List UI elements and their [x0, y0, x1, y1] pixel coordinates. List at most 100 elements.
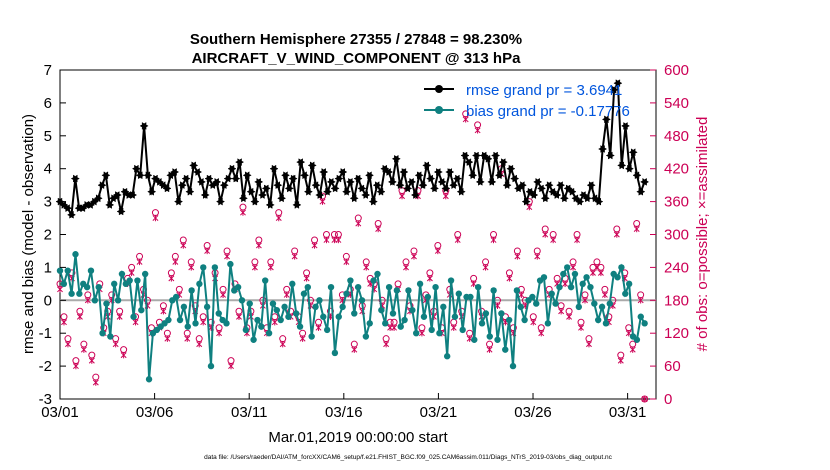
assimilated-obs-point	[271, 319, 278, 326]
rmse-point	[66, 210, 77, 219]
assimilated-obs-point	[255, 242, 262, 249]
bias-point	[560, 270, 567, 278]
right-y-tick-label: 240	[664, 259, 689, 276]
assimilated-obs-point	[164, 335, 171, 342]
bias-point	[103, 300, 110, 307]
rmse-point	[116, 207, 126, 216]
rmse-point	[494, 171, 504, 180]
assimilated-obs-point	[128, 269, 135, 277]
assimilated-obs-point	[538, 330, 545, 337]
assimilated-obs-point	[283, 291, 290, 299]
possible-obs-series	[56, 110, 649, 403]
bias-point	[370, 277, 377, 284]
bias-point	[389, 310, 397, 317]
assimilated-obs-point	[526, 203, 533, 211]
bias-point	[637, 313, 644, 320]
bias-point	[490, 287, 497, 294]
rmse-point	[361, 191, 371, 199]
bias-point	[420, 313, 428, 320]
rmse-point	[227, 164, 237, 173]
y-tick-label: -3	[39, 391, 52, 408]
bias-point	[467, 293, 474, 301]
assimilated-obs-point	[633, 225, 640, 233]
x-tick-label: 03/11	[231, 404, 267, 421]
assimilated-obs-point	[80, 346, 87, 353]
rmse-point	[536, 184, 547, 193]
bias-point	[273, 306, 281, 314]
rmse-point	[624, 164, 634, 173]
rmse-point	[284, 184, 294, 193]
assimilated-obs-point	[184, 335, 191, 342]
rmse-point	[441, 184, 451, 193]
assimilated-obs-point	[335, 236, 342, 244]
right-y-tick-label: 360	[664, 194, 689, 211]
x-tick-label: 03/16	[325, 404, 363, 421]
bias-point	[625, 280, 633, 288]
bias-point	[203, 303, 211, 311]
rmse-point	[112, 191, 122, 199]
bias-point	[447, 277, 455, 284]
assimilated-obs-point	[375, 225, 382, 233]
y-tick-label: 2	[44, 227, 52, 244]
assimilated-obs-point	[506, 275, 513, 282]
rmse-point	[368, 197, 378, 206]
assimilated-obs-point	[180, 242, 187, 249]
assimilated-obs-point	[204, 247, 211, 255]
rmse-point	[632, 171, 642, 180]
assimilated-obs-point	[112, 340, 119, 348]
bias-point	[192, 320, 199, 327]
rmse-point	[242, 171, 252, 180]
assimilated-obs-point	[116, 313, 123, 320]
legend: rmse grand pr = 3.6941 bias grand pr = -…	[424, 82, 630, 120]
bias-point	[107, 333, 114, 340]
rmse-point	[529, 191, 539, 199]
bias-point	[114, 297, 122, 304]
bias-point	[68, 290, 75, 297]
rmse-point	[231, 174, 241, 183]
assimilated-obs-point	[411, 253, 417, 260]
x-axis-label: Mar.01,2019 00:00:00 start	[268, 429, 448, 446]
bias-point	[567, 283, 575, 291]
rmse-point	[471, 151, 482, 160]
right-y-tick-label: 420	[664, 161, 689, 178]
rmse-point	[349, 194, 359, 203]
rmse-point	[139, 122, 149, 130]
bias-point	[335, 313, 342, 320]
right-y-tick-label: 540	[664, 95, 689, 112]
bias-point	[432, 283, 439, 291]
bias-point	[385, 283, 393, 291]
assimilated-obs-point	[291, 253, 298, 260]
assimilated-obs-point	[311, 242, 318, 249]
bias-point	[292, 310, 300, 317]
rmse-series	[55, 79, 650, 219]
rmse-point	[464, 158, 474, 167]
bias-point	[622, 290, 629, 297]
y-tick-label: 7	[44, 62, 52, 79]
assimilated-obs-point	[514, 253, 521, 260]
bias-point	[498, 310, 505, 317]
rmse-point	[586, 181, 596, 190]
bias-point	[393, 287, 401, 294]
bias-point	[459, 326, 466, 334]
assimilated-obs-point	[589, 269, 596, 277]
assimilated-obs-point	[160, 308, 167, 315]
bias-point	[184, 323, 191, 330]
bias-point	[556, 283, 563, 291]
bias-point	[351, 310, 358, 317]
right-y-tick-label: 180	[664, 292, 689, 309]
assimilated-obs-point	[172, 258, 179, 266]
bias-point	[258, 323, 265, 330]
legend-bias-label: bias grand pr = -0.17776	[466, 103, 630, 120]
assimilated-obs-point	[92, 379, 99, 386]
assimilated-obs-point	[566, 313, 573, 320]
rmse-point	[475, 177, 485, 186]
bias-point	[250, 336, 257, 343]
bias-point	[451, 313, 459, 320]
rmse-point	[376, 187, 386, 196]
bias-point	[76, 290, 83, 297]
assimilated-obs-point	[267, 264, 274, 271]
assimilated-obs-point	[470, 280, 477, 288]
rmse-point	[173, 197, 184, 206]
assimilated-obs-point	[319, 198, 326, 205]
assimilated-obs-point	[168, 275, 175, 282]
